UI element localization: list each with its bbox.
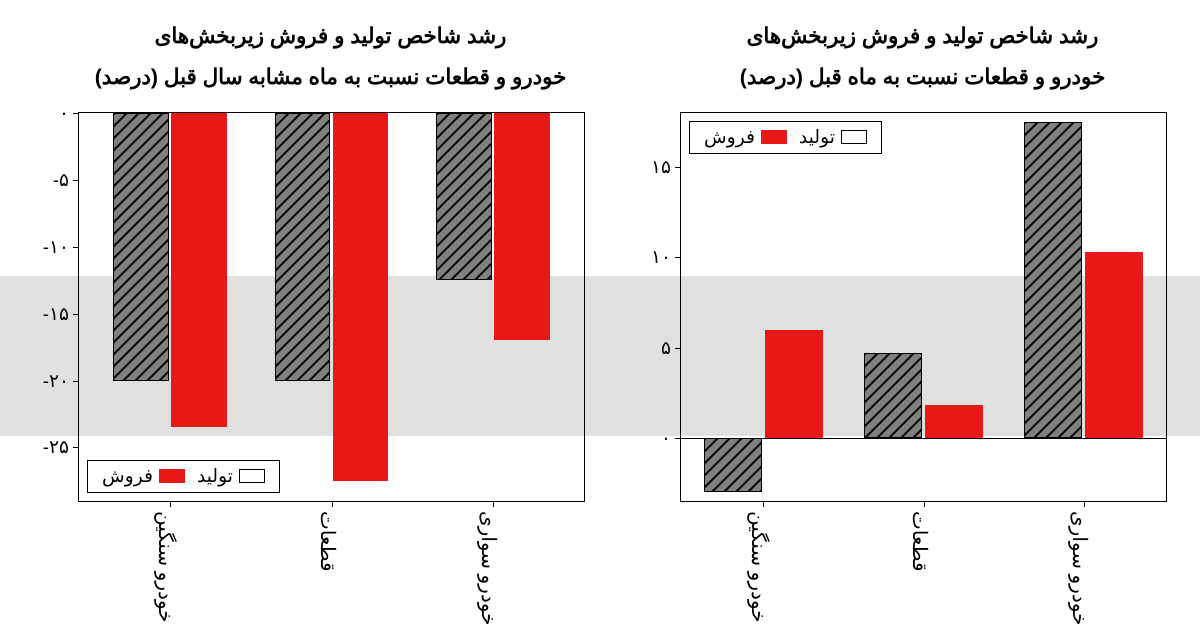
ytick <box>73 247 79 248</box>
xtick <box>1084 501 1085 507</box>
right-bars-layer <box>681 113 1166 501</box>
bar-sales <box>1085 252 1143 438</box>
ytick <box>73 180 79 181</box>
right-panel: رشد شاخص تولید و فروش زیربخش‌های خودرو و… <box>680 16 1165 502</box>
legend-label-production: تولید <box>799 126 835 148</box>
left-plot-area: تولیدفروش ۰-۵-۱۰-۱۵-۲۰-۲۵خودرو سنگینقطعا… <box>78 112 585 502</box>
bar-sales <box>925 405 983 437</box>
ytick-label: ۱۰ <box>651 246 671 268</box>
ytick-label: -۲۰ <box>43 370 69 392</box>
ytick-label: ۱۵ <box>651 156 671 178</box>
xlabel: قطعات <box>907 511 932 572</box>
ytick <box>675 257 681 258</box>
right-plot-area: تولیدفروش ۰۵۱۰۱۵خودرو سنگینقطعاتخودرو سو… <box>680 112 1167 502</box>
ytick <box>675 167 681 168</box>
xlabel: قطعات <box>315 511 340 572</box>
figure-canvas: رشد شاخص تولید و فروش زیربخش‌های خودرو و… <box>0 0 1200 643</box>
xtick <box>332 501 333 507</box>
ytick <box>73 381 79 382</box>
legend-swatch-sales <box>159 469 185 483</box>
left-title-line1: رشد شاخص تولید و فروش زیربخش‌های <box>78 16 583 57</box>
xtick <box>170 501 171 507</box>
ytick-label: ۰ <box>59 102 69 124</box>
ytick-label: -۲۵ <box>43 436 69 458</box>
bar-production <box>436 113 492 280</box>
xlabel: خودرو سواری <box>1067 511 1092 625</box>
xtick <box>493 501 494 507</box>
legend-swatch-sales <box>761 130 787 144</box>
bar-sales <box>333 113 389 481</box>
right-title-line1: رشد شاخص تولید و فروش زیربخش‌های <box>680 16 1165 57</box>
ytick <box>73 314 79 315</box>
bar-production <box>704 438 762 492</box>
left-title-line2: خودرو و قطعات نسبت به ماه مشابه سال قبل … <box>78 57 583 98</box>
ytick-label: ۵ <box>661 337 671 359</box>
left-legend: تولید فروش <box>87 460 280 493</box>
bar-sales <box>494 113 550 340</box>
ytick-label: -۱۵ <box>43 303 69 325</box>
bar-sales <box>171 113 227 427</box>
zero-line <box>681 438 1166 439</box>
legend-label-sales: فروش <box>102 465 153 487</box>
legend-item-production: تولید <box>799 126 867 148</box>
legend-item-sales: فروش <box>102 465 185 487</box>
legend-label-production: تولید <box>197 465 233 487</box>
right-title-line2: خودرو و قطعات نسبت به ماه قبل (درصد) <box>680 57 1165 98</box>
xlabel: خودرو سنگین <box>746 511 771 623</box>
bar-production <box>864 353 922 438</box>
xlabel: خودرو سواری <box>476 511 501 625</box>
xlabel: خودرو سنگین <box>153 511 178 623</box>
ytick <box>73 447 79 448</box>
ytick-label: ۰ <box>661 427 671 449</box>
ytick <box>675 348 681 349</box>
ytick-label: -۵ <box>53 169 69 191</box>
bar-production <box>113 113 169 381</box>
legend-swatch-production <box>841 130 867 144</box>
xtick <box>924 501 925 507</box>
bar-sales <box>765 330 823 438</box>
legend-item-sales: فروش <box>704 126 787 148</box>
legend-label-sales: فروش <box>704 126 755 148</box>
legend-swatch-production <box>239 469 265 483</box>
bar-production <box>275 113 331 381</box>
left-chart-title: رشد شاخص تولید و فروش زیربخش‌های خودرو و… <box>78 16 583 112</box>
ytick-label: -۱۰ <box>43 236 69 258</box>
xtick <box>763 501 764 507</box>
legend-item-production: تولید <box>197 465 265 487</box>
right-legend: تولید فروش <box>689 121 882 154</box>
bar-production <box>1024 122 1082 438</box>
right-chart-title: رشد شاخص تولید و فروش زیربخش‌های خودرو و… <box>680 16 1165 112</box>
left-bars-layer <box>79 113 584 501</box>
ytick <box>73 113 79 114</box>
left-panel: رشد شاخص تولید و فروش زیربخش‌های خودرو و… <box>78 16 583 502</box>
